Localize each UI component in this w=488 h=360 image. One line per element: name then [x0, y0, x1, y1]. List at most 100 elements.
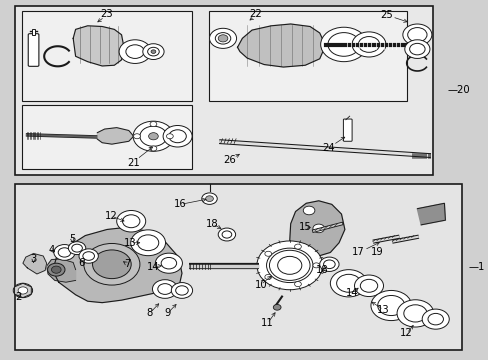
Bar: [15, 6, 432, 175]
Circle shape: [320, 27, 366, 62]
Circle shape: [92, 250, 131, 279]
Text: 24: 24: [322, 143, 334, 153]
Circle shape: [209, 28, 236, 48]
Circle shape: [148, 133, 158, 140]
Text: 23: 23: [100, 9, 112, 19]
Circle shape: [319, 257, 338, 271]
Polygon shape: [46, 259, 76, 282]
Circle shape: [163, 126, 192, 147]
Circle shape: [404, 40, 429, 58]
Circle shape: [122, 215, 140, 228]
Text: 17: 17: [351, 247, 364, 257]
Circle shape: [312, 263, 319, 268]
Circle shape: [150, 146, 157, 151]
Circle shape: [152, 280, 177, 298]
Text: 16: 16: [174, 199, 186, 210]
Circle shape: [72, 244, 82, 252]
Circle shape: [79, 249, 98, 263]
Text: 25: 25: [379, 10, 392, 20]
Circle shape: [82, 252, 94, 260]
Text: 12: 12: [104, 211, 117, 221]
Circle shape: [269, 250, 309, 280]
Circle shape: [377, 296, 404, 316]
Polygon shape: [23, 253, 46, 274]
Circle shape: [222, 231, 231, 238]
Text: 7: 7: [124, 259, 130, 269]
Circle shape: [409, 43, 424, 55]
Circle shape: [294, 244, 301, 249]
Circle shape: [403, 305, 426, 322]
Text: 10: 10: [254, 280, 266, 290]
FancyBboxPatch shape: [343, 119, 351, 141]
Circle shape: [303, 206, 314, 215]
Circle shape: [17, 286, 29, 295]
Circle shape: [125, 45, 144, 58]
Text: 2: 2: [15, 292, 22, 302]
Text: 4: 4: [48, 245, 55, 255]
Circle shape: [147, 47, 159, 56]
Circle shape: [150, 122, 157, 127]
Text: 18: 18: [315, 265, 328, 275]
Circle shape: [51, 266, 61, 273]
Circle shape: [205, 196, 213, 202]
Circle shape: [137, 235, 159, 251]
Circle shape: [256, 241, 322, 290]
Text: 19: 19: [369, 247, 382, 257]
Circle shape: [47, 263, 65, 276]
FancyBboxPatch shape: [28, 34, 39, 66]
Circle shape: [360, 279, 377, 292]
Text: —1: —1: [468, 262, 484, 272]
Circle shape: [202, 193, 217, 204]
Text: —20: —20: [447, 85, 469, 95]
Polygon shape: [15, 283, 31, 298]
Circle shape: [396, 300, 433, 327]
Text: 13: 13: [376, 305, 389, 315]
Circle shape: [133, 134, 140, 139]
Circle shape: [13, 283, 33, 298]
Text: 12: 12: [400, 328, 412, 338]
Bar: [22, 105, 191, 169]
Text: 14: 14: [346, 288, 358, 298]
Circle shape: [155, 253, 182, 273]
Circle shape: [407, 28, 426, 42]
Circle shape: [140, 126, 166, 146]
Text: 22: 22: [249, 9, 262, 19]
Circle shape: [158, 284, 172, 294]
Circle shape: [266, 248, 312, 283]
Circle shape: [294, 282, 301, 287]
Circle shape: [218, 35, 227, 42]
Text: 6: 6: [79, 258, 85, 268]
Circle shape: [83, 243, 140, 285]
Circle shape: [277, 256, 301, 274]
Text: 13: 13: [123, 238, 136, 248]
Circle shape: [312, 224, 324, 233]
Circle shape: [402, 24, 431, 45]
Circle shape: [168, 130, 186, 143]
Circle shape: [370, 291, 411, 320]
Circle shape: [327, 33, 359, 56]
Circle shape: [264, 251, 271, 256]
Circle shape: [133, 121, 173, 151]
Polygon shape: [53, 227, 182, 303]
Circle shape: [130, 230, 165, 256]
Circle shape: [175, 286, 188, 295]
Circle shape: [330, 270, 366, 297]
Circle shape: [68, 242, 85, 255]
Circle shape: [336, 274, 360, 292]
Circle shape: [354, 275, 383, 297]
Circle shape: [117, 211, 145, 232]
Circle shape: [273, 305, 281, 310]
Circle shape: [171, 283, 192, 298]
Circle shape: [323, 260, 334, 269]
Text: 9: 9: [164, 309, 170, 318]
Circle shape: [166, 134, 173, 139]
Circle shape: [215, 33, 230, 44]
FancyBboxPatch shape: [32, 30, 36, 35]
Bar: [22, 12, 191, 101]
Bar: [208, 12, 406, 101]
Circle shape: [421, 309, 448, 329]
Circle shape: [54, 244, 75, 260]
Circle shape: [264, 274, 271, 279]
Circle shape: [18, 287, 28, 294]
Polygon shape: [237, 24, 325, 67]
